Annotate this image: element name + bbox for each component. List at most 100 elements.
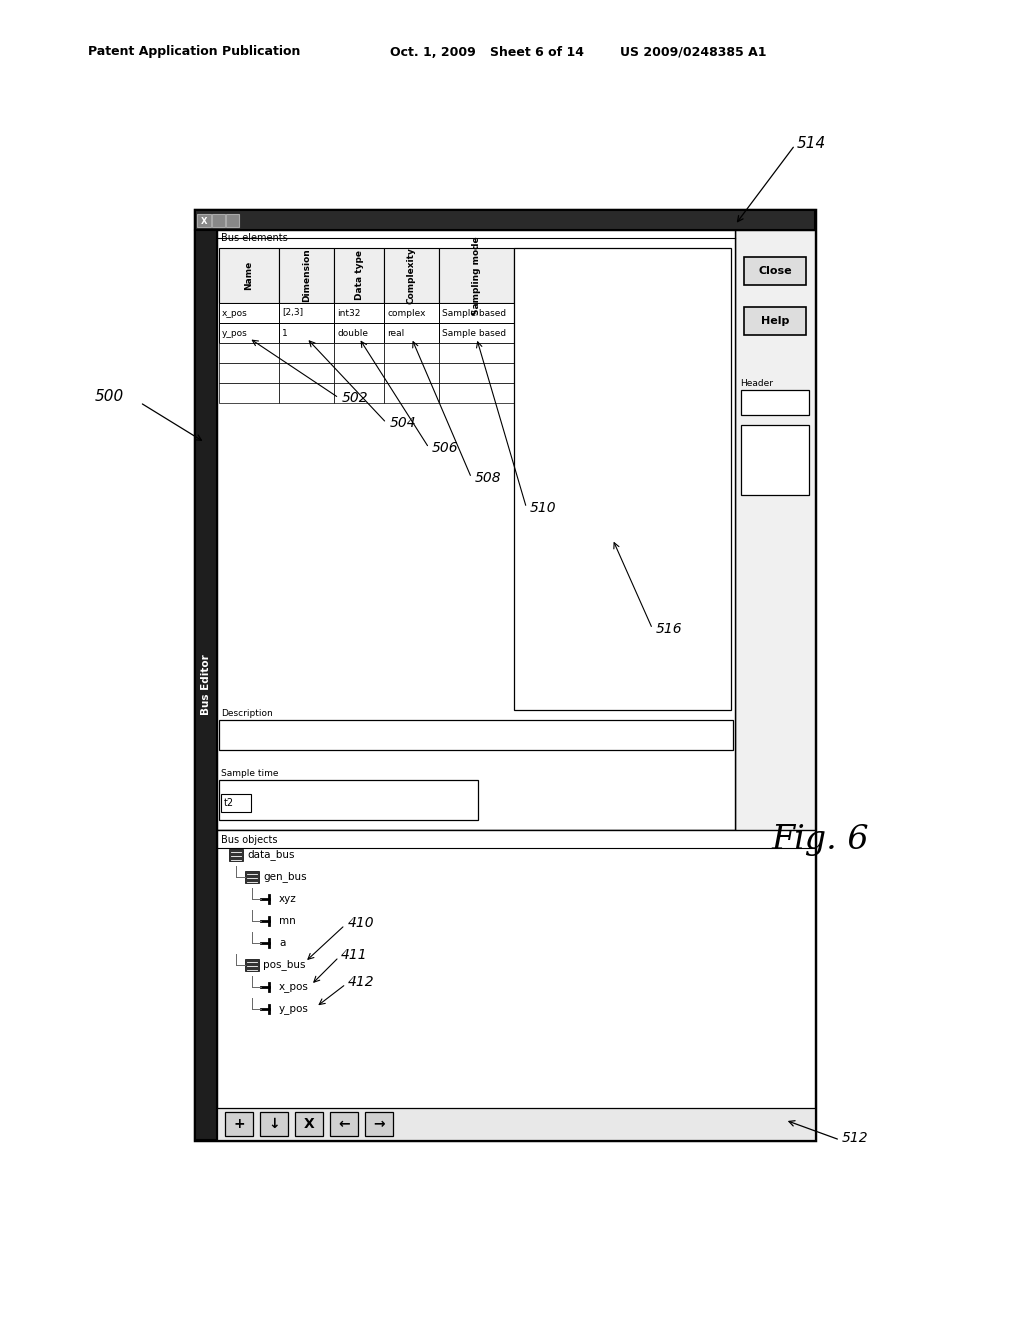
Text: +: + [233, 1117, 245, 1131]
Bar [217, 230, 735, 830]
Bar [226, 214, 239, 227]
Bar [439, 248, 514, 304]
Bar [219, 719, 733, 750]
Bar [219, 304, 279, 323]
Bar [744, 257, 806, 285]
Bar [279, 363, 334, 383]
Bar [439, 343, 514, 363]
Text: x_pos: x_pos [222, 309, 248, 318]
Bar [219, 363, 279, 383]
Text: xyz: xyz [279, 894, 297, 904]
Bar [217, 830, 815, 1140]
Text: [2,3]: [2,3] [282, 309, 303, 318]
Text: 512: 512 [842, 1131, 868, 1144]
Bar [219, 383, 279, 403]
Bar [384, 383, 439, 403]
Text: 502: 502 [342, 391, 369, 405]
Text: Help: Help [761, 315, 790, 326]
Text: 412: 412 [348, 975, 375, 989]
Bar [219, 248, 279, 304]
Text: 1: 1 [282, 329, 288, 338]
Bar [212, 214, 225, 227]
Text: Description: Description [221, 710, 272, 718]
Text: pos_bus: pos_bus [263, 960, 305, 970]
Bar [279, 248, 334, 304]
Text: X: X [304, 1117, 314, 1131]
Text: t2: t2 [224, 799, 234, 808]
Text: a: a [279, 939, 286, 948]
Text: data_bus: data_bus [247, 850, 295, 861]
Text: Complexity: Complexity [407, 247, 416, 304]
Text: Dimension: Dimension [302, 248, 311, 302]
Bar [279, 383, 334, 403]
Bar [365, 1111, 393, 1137]
Bar [384, 248, 439, 304]
Bar [439, 304, 514, 323]
Text: Patent Application Publication: Patent Application Publication [88, 45, 300, 58]
Bar [279, 304, 334, 323]
Text: Sheet 6 of 14: Sheet 6 of 14 [490, 45, 584, 58]
Bar [279, 323, 334, 343]
Text: Name: Name [245, 261, 254, 290]
Bar [217, 1107, 815, 1140]
Text: X: X [201, 216, 207, 226]
Bar [384, 304, 439, 323]
Text: complex: complex [387, 309, 426, 318]
Text: 411: 411 [341, 948, 368, 962]
Text: Data type: Data type [354, 251, 364, 301]
Text: 504: 504 [389, 416, 416, 430]
Text: →: → [373, 1117, 385, 1131]
Bar [334, 343, 384, 363]
Bar [195, 230, 217, 1140]
Text: gen_bus: gen_bus [263, 871, 306, 883]
Text: US 2009/0248385 A1: US 2009/0248385 A1 [620, 45, 767, 58]
Bar [219, 343, 279, 363]
Bar [735, 230, 815, 1140]
Text: Close: Close [758, 267, 792, 276]
Text: 510: 510 [529, 502, 556, 515]
Bar [295, 1111, 323, 1137]
Bar [514, 248, 731, 710]
Text: Sample based: Sample based [442, 309, 506, 318]
Bar [221, 795, 251, 812]
Text: Sampling mode: Sampling mode [472, 236, 481, 314]
Bar [225, 1111, 253, 1137]
Text: double: double [337, 329, 368, 338]
Text: Sample based: Sample based [442, 329, 506, 338]
Text: Bus elements: Bus elements [221, 234, 288, 243]
Bar [744, 308, 806, 335]
Text: ↓: ↓ [268, 1117, 280, 1131]
Text: 500: 500 [95, 389, 124, 404]
Bar [195, 210, 815, 1140]
Bar [219, 780, 478, 820]
Bar [279, 343, 334, 363]
Bar [741, 425, 809, 495]
Text: 516: 516 [655, 622, 682, 636]
Text: Bus objects: Bus objects [221, 836, 278, 845]
Bar [197, 214, 211, 227]
Text: y_pos: y_pos [222, 329, 248, 338]
Text: 514: 514 [797, 136, 826, 150]
Text: 506: 506 [432, 441, 459, 455]
Text: ←: ← [338, 1117, 350, 1131]
Bar [334, 304, 384, 323]
Text: x_pos: x_pos [279, 982, 309, 993]
Text: int32: int32 [337, 309, 360, 318]
Bar [384, 363, 439, 383]
Bar [334, 323, 384, 343]
Text: y_pos: y_pos [279, 1005, 309, 1014]
Text: Fig. 6: Fig. 6 [771, 824, 868, 855]
Bar [195, 210, 815, 230]
Text: mn: mn [279, 916, 296, 927]
Bar [384, 323, 439, 343]
Text: 508: 508 [474, 471, 501, 484]
Text: Header: Header [740, 380, 773, 388]
Bar [334, 383, 384, 403]
Text: 410: 410 [348, 916, 375, 931]
Bar [334, 363, 384, 383]
Bar [245, 960, 259, 972]
Bar [330, 1111, 358, 1137]
Bar [741, 389, 809, 414]
Bar [260, 1111, 288, 1137]
Bar [245, 871, 259, 883]
